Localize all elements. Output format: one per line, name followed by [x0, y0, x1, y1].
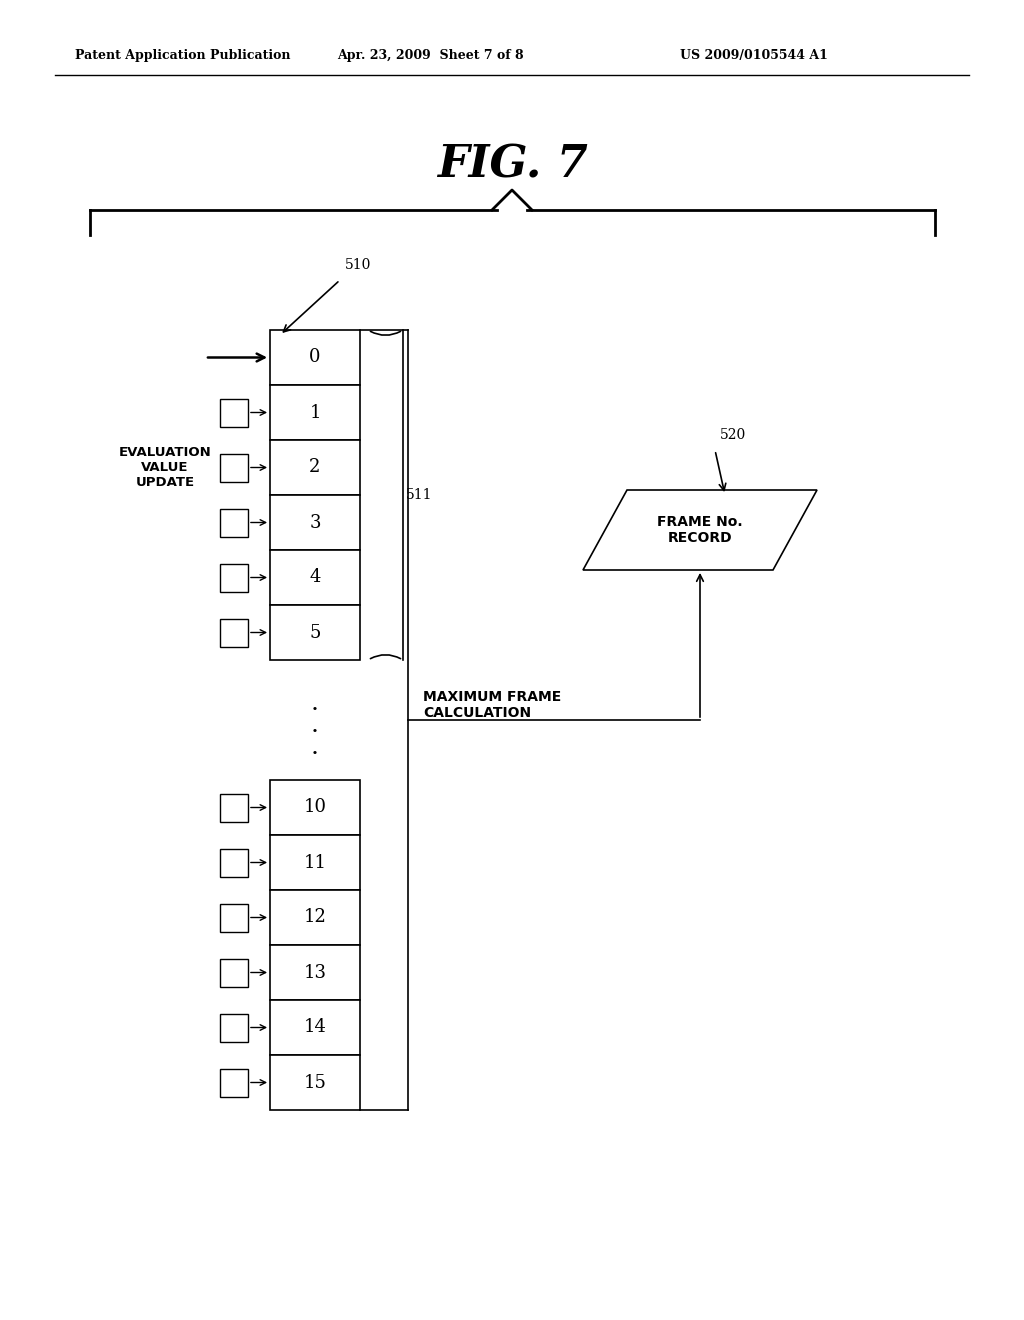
Text: 14: 14: [303, 1019, 327, 1036]
Text: 0: 0: [309, 348, 321, 367]
Text: 4: 4: [309, 569, 321, 586]
Bar: [270, 945, 360, 1001]
Text: 510: 510: [345, 257, 372, 272]
Bar: [220, 793, 248, 821]
Bar: [270, 605, 360, 660]
Bar: [220, 508, 248, 536]
Polygon shape: [583, 490, 817, 570]
Bar: [270, 836, 360, 890]
Bar: [220, 454, 248, 482]
Text: 1: 1: [309, 404, 321, 421]
Bar: [270, 440, 360, 495]
Text: FIG. 7: FIG. 7: [436, 144, 588, 186]
Text: MAXIMUM FRAME
CALCULATION: MAXIMUM FRAME CALCULATION: [423, 690, 561, 721]
Bar: [220, 849, 248, 876]
Bar: [270, 495, 360, 550]
Text: EVALUATION
VALUE
UPDATE: EVALUATION VALUE UPDATE: [119, 446, 211, 488]
Text: ·: ·: [311, 721, 319, 743]
Text: ·: ·: [311, 742, 319, 766]
Bar: [220, 564, 248, 591]
Text: FRAME No.
RECORD: FRAME No. RECORD: [657, 515, 742, 545]
Text: 520: 520: [720, 428, 746, 442]
Bar: [270, 780, 360, 836]
Text: Patent Application Publication: Patent Application Publication: [75, 49, 291, 62]
Text: 511: 511: [406, 488, 432, 502]
Text: 12: 12: [303, 908, 327, 927]
Bar: [270, 1055, 360, 1110]
Bar: [220, 619, 248, 647]
Bar: [270, 550, 360, 605]
Bar: [270, 1001, 360, 1055]
Text: 13: 13: [303, 964, 327, 982]
Text: 15: 15: [303, 1073, 327, 1092]
Bar: [220, 958, 248, 986]
Bar: [220, 399, 248, 426]
Text: 3: 3: [309, 513, 321, 532]
Bar: [220, 1014, 248, 1041]
Text: ·: ·: [311, 698, 319, 722]
Text: US 2009/0105544 A1: US 2009/0105544 A1: [680, 49, 827, 62]
Text: 2: 2: [309, 458, 321, 477]
Text: 5: 5: [309, 623, 321, 642]
Bar: [270, 330, 360, 385]
Text: 10: 10: [303, 799, 327, 817]
Bar: [270, 385, 360, 440]
Bar: [220, 1068, 248, 1097]
Text: Apr. 23, 2009  Sheet 7 of 8: Apr. 23, 2009 Sheet 7 of 8: [337, 49, 523, 62]
Text: 11: 11: [303, 854, 327, 871]
Bar: [270, 890, 360, 945]
Bar: [220, 903, 248, 932]
